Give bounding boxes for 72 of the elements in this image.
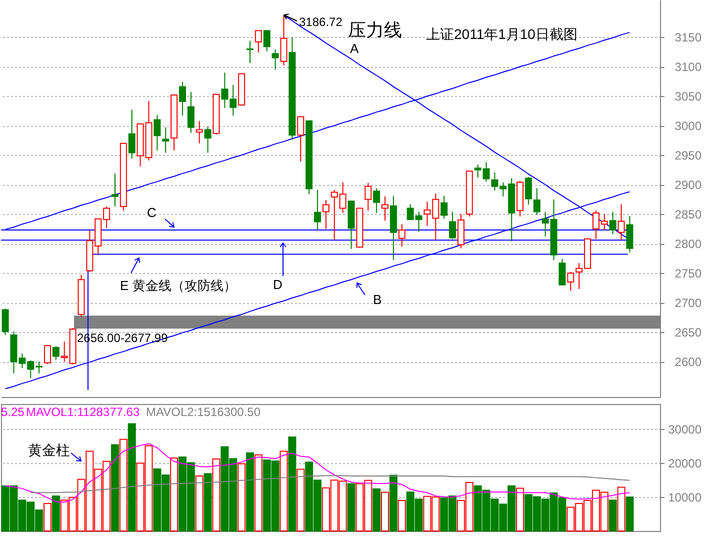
- candlestick: [558, 258, 566, 286]
- text: MAVOL1:1128377.63: [26, 405, 140, 419]
- candlestick: [272, 49, 279, 70]
- annotation: A: [350, 41, 359, 56]
- bar: [608, 500, 617, 532]
- line-series: [4, 443, 630, 503]
- bar: [128, 423, 136, 532]
- bar: [52, 496, 60, 532]
- candlestick: [618, 204, 625, 241]
- y-tick-label: 30000: [668, 422, 702, 437]
- bar: [372, 488, 381, 532]
- candlestick: [254, 30, 262, 53]
- candlestick: [364, 182, 372, 212]
- y-tick-label: 3000: [674, 119, 702, 134]
- bar: [626, 496, 634, 532]
- candlestick: [263, 30, 270, 52]
- candlestick: [204, 126, 212, 154]
- candlestick: [187, 92, 194, 134]
- candlestick: [52, 346, 60, 360]
- candlestick: [2, 308, 9, 336]
- candlestick: [524, 176, 532, 206]
- ref-line-label: D: [273, 277, 282, 292]
- bar: [110, 444, 119, 532]
- candlestick: [440, 195, 448, 220]
- y-tick-label: 20000: [668, 456, 702, 471]
- candlestick: [449, 211, 456, 240]
- y-tick-label: 3050: [674, 90, 702, 104]
- candlestick: [128, 109, 136, 160]
- annotation: 压力线: [348, 20, 402, 40]
- bar: [246, 452, 254, 532]
- candlestick: [179, 81, 186, 116]
- y-tick-label: 10000: [668, 490, 702, 505]
- candlestick: [314, 189, 322, 231]
- candlestick: [609, 211, 616, 235]
- y-tick-label: 2900: [674, 178, 702, 192]
- y-tick-label: 2950: [674, 148, 702, 163]
- y-tick-label: 2700: [674, 296, 702, 310]
- text: 上证2011年1月10日截图: [426, 26, 578, 42]
- candlestick: [154, 114, 161, 151]
- candlestick: [111, 172, 118, 207]
- y-tick-label: 3150: [674, 30, 702, 45]
- ref-line-label: C: [147, 205, 156, 220]
- candlestick: [322, 199, 330, 230]
- candlestick: [280, 15, 288, 66]
- candlestick: [533, 188, 540, 216]
- candlestick: [626, 215, 634, 253]
- bar: [389, 474, 398, 532]
- y-tick-label: 2800: [674, 237, 702, 252]
- y-tick-label: 2650: [674, 326, 702, 340]
- y-tick-label: 2750: [674, 266, 702, 281]
- bar: [288, 436, 296, 532]
- candlestick: [162, 126, 170, 154]
- annotation: B: [373, 292, 382, 307]
- candlestick: [373, 188, 380, 214]
- candlestick: [196, 120, 203, 144]
- y-tick-label: 2600: [674, 355, 702, 370]
- annotation: 黄金柱: [28, 442, 70, 458]
- candlestick: [44, 344, 51, 364]
- candlestick: [398, 224, 406, 248]
- legend-label: E 黄金线（攻防线）: [120, 278, 236, 293]
- bar: [347, 483, 356, 532]
- candlestick: [567, 271, 574, 292]
- candlestick: [382, 196, 389, 222]
- text: MAVOL2:1516300.50: [146, 405, 261, 419]
- annotation: 5.25: [1, 405, 25, 419]
- annotation: 3186.72: [299, 15, 343, 29]
- candlestick: [246, 40, 254, 64]
- candlestick: [297, 116, 304, 162]
- y-tick-label: 3100: [674, 60, 702, 74]
- bar: [204, 473, 212, 532]
- y-tick-label: 2850: [674, 208, 702, 222]
- line-series: [30, 475, 630, 494]
